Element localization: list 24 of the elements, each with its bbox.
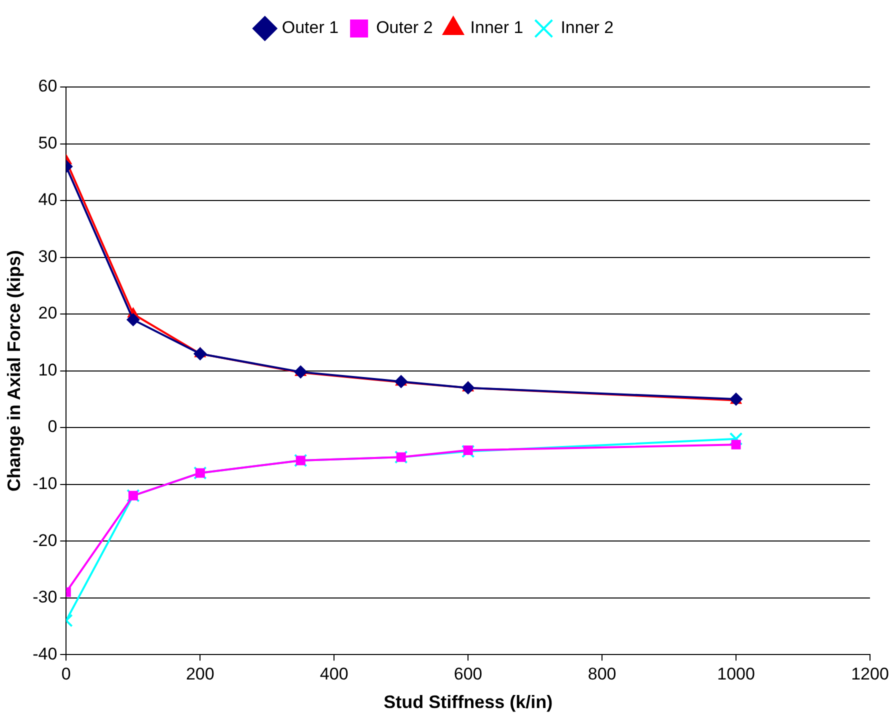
y-tick-label: 40 <box>38 190 58 210</box>
x-tick-label: 800 <box>588 664 616 684</box>
y-tick-label: 30 <box>38 246 58 266</box>
y-tick-label: -40 <box>32 644 58 664</box>
legend-label: Outer 1 <box>282 18 339 38</box>
y-tick-label: 20 <box>38 304 58 323</box>
y-tick-label: 10 <box>38 360 58 380</box>
x-tick-label: 200 <box>186 664 214 684</box>
x-tick-label: 600 <box>454 664 482 684</box>
y-tick-label: 0 <box>48 417 58 436</box>
y-tick-label: 60 <box>38 76 58 96</box>
y-tick-label: -10 <box>32 474 58 494</box>
y-tick-label: -30 <box>32 588 58 607</box>
x-tick-label: 1200 <box>851 664 889 684</box>
x-axis-title: Stud Stiffness (k/in) <box>384 692 553 712</box>
x-tick-label: 0 <box>61 664 71 684</box>
y-axis-title: Change in Axial Force (kips) <box>4 250 24 492</box>
x-tick-label: 1000 <box>717 664 755 684</box>
legend-label: Inner 1 <box>470 18 524 38</box>
y-tick-label: -20 <box>32 530 58 550</box>
legend-label: Outer 2 <box>376 18 433 38</box>
y-tick-label: 50 <box>38 133 58 152</box>
legend-label: Inner 2 <box>560 18 614 38</box>
x-tick-label: 400 <box>320 664 348 684</box>
